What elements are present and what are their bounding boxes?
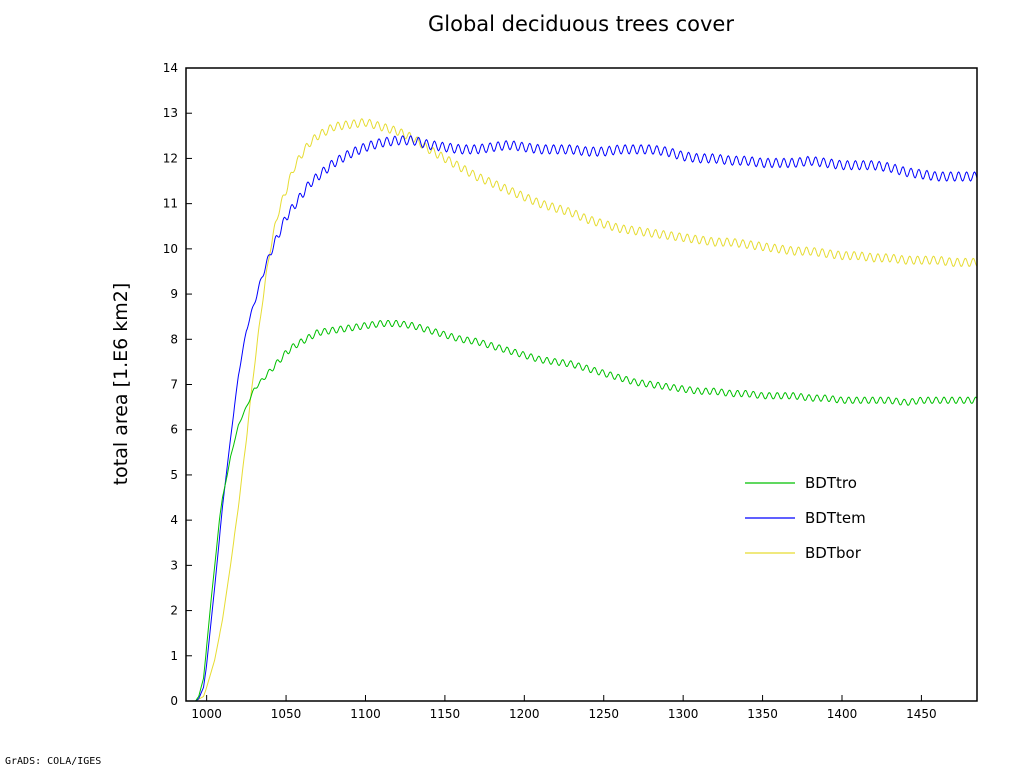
y-tick-label: 12 xyxy=(163,151,178,165)
y-tick-label: 9 xyxy=(170,287,178,301)
plot-area-frame xyxy=(185,67,978,702)
x-tick-label: 1000 xyxy=(191,707,222,721)
y-tick-label: 13 xyxy=(163,106,178,120)
chart-title: Global deciduous trees cover xyxy=(428,12,734,36)
y-tick-label: 1 xyxy=(170,649,178,663)
series-line-bdtbor xyxy=(195,118,978,702)
y-axis-label: total area [1.E6 km2] xyxy=(110,283,132,486)
y-tick-label: 10 xyxy=(163,242,178,256)
x-tick-label: 1150 xyxy=(430,707,461,721)
x-tick-label: 1100 xyxy=(350,707,381,721)
y-tick-label: 11 xyxy=(163,197,178,211)
series-lines xyxy=(195,118,978,702)
y-tick-label: 14 xyxy=(163,61,178,75)
y-tick-label: 7 xyxy=(170,378,178,392)
x-tick-label: 1250 xyxy=(588,707,619,721)
x-tick-label: 1300 xyxy=(668,707,699,721)
y-tick-label: 8 xyxy=(170,332,178,346)
y-tick-label: 3 xyxy=(170,558,178,572)
legend-label-bdttem: BDTtem xyxy=(805,509,866,527)
grads-credit: GrADS: COLA/IGES xyxy=(5,756,101,767)
series-line-bdttem xyxy=(195,135,978,702)
y-tick-label: 0 xyxy=(170,694,178,708)
x-tick-label: 1450 xyxy=(906,707,937,721)
y-tick-label: 4 xyxy=(170,513,178,527)
y-tick-label: 6 xyxy=(170,423,178,437)
x-tick-label: 1400 xyxy=(827,707,858,721)
x-axis: 1000 1050 1100 1150 1200 1250 1300 1350 1400 1450 xyxy=(191,695,937,721)
x-tick-label: 1200 xyxy=(509,707,540,721)
y-tick-label: 2 xyxy=(170,604,178,618)
legend-label-bdttro: BDTtro xyxy=(805,474,857,492)
y-tick-label: 5 xyxy=(170,468,178,482)
series-line-bdttro xyxy=(195,320,978,702)
legend: BDTtro BDTtem BDTbor xyxy=(745,474,866,562)
x-tick-label: 1050 xyxy=(271,707,302,721)
x-tick-label: 1350 xyxy=(747,707,778,721)
legend-label-bdtbor: BDTbor xyxy=(805,544,862,562)
